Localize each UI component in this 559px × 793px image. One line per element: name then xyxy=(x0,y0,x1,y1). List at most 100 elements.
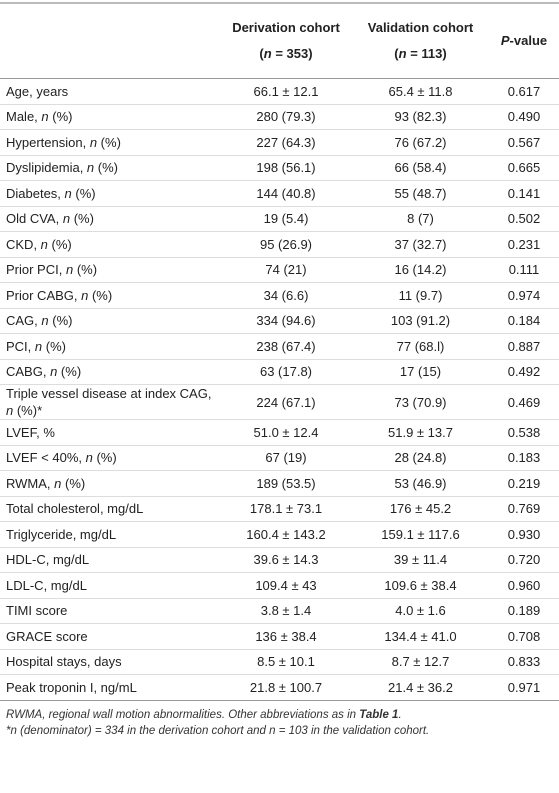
row-label: Hospital stays, days xyxy=(0,649,220,675)
cell: 0.469 xyxy=(489,384,559,420)
text: CAG, xyxy=(6,313,42,329)
cell: 0.502 xyxy=(489,206,559,232)
row-label: Total cholesterol, mg/dL xyxy=(0,496,220,522)
cell: 0.492 xyxy=(489,359,559,385)
text: Male, xyxy=(6,109,42,125)
table-row: Age, years 66.1 ± 12.1 65.4 ± 11.8 0.617 xyxy=(0,78,559,105)
cell: 8 (7) xyxy=(352,206,489,232)
text: LVEF, % xyxy=(6,424,55,440)
table-row: Prior PCI, n (%) 74 (21) 16 (14.2) 0.111 xyxy=(0,257,559,283)
text: CABG, xyxy=(6,364,51,380)
text: = 113) xyxy=(406,46,447,61)
table-row: GRACE score 136 ± 38.4 134.4 ± 41.0 0.708 xyxy=(0,623,559,650)
row-label: Age, years xyxy=(0,78,220,105)
text: . xyxy=(398,708,402,721)
cell: 4.0 ± 1.6 xyxy=(352,598,489,624)
text: LDL-C, mg/dL xyxy=(6,577,87,593)
cell: 53 (46.9) xyxy=(352,470,489,497)
text: (%) xyxy=(71,185,96,201)
bold-text: Table 1 xyxy=(359,708,399,721)
cell: 0.183 xyxy=(489,445,559,471)
cell: 0.567 xyxy=(489,129,559,156)
row-label: Triple vessel disease at index CAG, n (%… xyxy=(0,384,220,420)
italic-text: n xyxy=(40,236,48,252)
cell: 73 (70.9) xyxy=(352,384,489,420)
text: Triglyceride, mg/dL xyxy=(6,526,117,542)
table-row: TIMI score 3.8 ± 1.4 4.0 ± 1.6 0.189 xyxy=(0,598,559,624)
table-row: Triglyceride, mg/dL 160.4 ± 143.2 159.1 ± … xyxy=(0,521,559,548)
italic-text: n xyxy=(269,724,276,737)
text: Total cholesterol, mg/dL xyxy=(6,501,144,517)
cell: 28 (24.8) xyxy=(352,445,489,471)
text: (%) xyxy=(48,313,73,329)
cell: 21.8 ± 100.7 xyxy=(220,674,352,701)
text: * xyxy=(6,724,11,737)
cell: 0.930 xyxy=(489,521,559,548)
cell: 0.887 xyxy=(489,333,559,360)
row-label: CABG, n (%) xyxy=(0,359,220,385)
text: (%) xyxy=(73,262,98,278)
cell: 0.720 xyxy=(489,547,559,573)
cell: 51.9 ± 13.7 xyxy=(352,419,489,446)
header-line: (n = 353) xyxy=(221,41,351,67)
footnote: *n (denominator) = 334 in the derivation… xyxy=(6,723,553,739)
text: Triple vessel disease at index CAG, xyxy=(6,386,212,401)
text: GRACE score xyxy=(6,628,88,644)
header-row: Derivation cohort (n = 353) Validation coh… xyxy=(0,3,559,79)
cell: 39.6 ± 14.3 xyxy=(220,547,352,573)
text: (%) xyxy=(48,109,73,125)
text: (%) xyxy=(70,211,94,227)
table-row: CKD, n (%) 95 (26.9) 37 (32.7) 0.231 xyxy=(0,231,559,258)
cell: 224 (67.1) xyxy=(220,384,352,420)
cell: 134.4 ± 41.0 xyxy=(352,623,489,650)
italic-text: n xyxy=(41,313,49,329)
table-row: Hypertension, n (%) 227 (64.3) 76 (67.2) 0.… xyxy=(0,129,559,156)
text: (%) xyxy=(42,338,66,354)
text: ( xyxy=(259,46,264,61)
cell: 21.4 ± 36.2 xyxy=(352,674,489,701)
cell: 198 (56.1) xyxy=(220,155,352,181)
italic-text: n xyxy=(65,262,74,278)
row-label: PCI, n (%) xyxy=(0,333,220,360)
italic-text: n xyxy=(81,287,89,303)
table-row: Total cholesterol, mg/dL 178.1 ± 73.1 176 … xyxy=(0,496,559,522)
cell: 67 (19) xyxy=(220,445,352,471)
data-table: Derivation cohort (n = 353) Validation coh… xyxy=(0,2,559,701)
text: (%) xyxy=(92,450,117,466)
italic-text: P xyxy=(500,33,510,48)
italic-text: n xyxy=(50,364,58,380)
cell: 74 (21) xyxy=(220,257,352,283)
cell: 109.4 ± 43 xyxy=(220,572,352,599)
column-header: Derivation cohort (n = 353) xyxy=(220,3,352,79)
cell: 66 (58.4) xyxy=(352,155,489,181)
cell: 51.0 ± 12.4 xyxy=(220,419,352,446)
table-row: Dyslipidemia, n (%) 198 (56.1) 66 (58.4) 0.… xyxy=(0,155,559,181)
text: Hypertension, xyxy=(6,134,90,150)
table-row: Triple vessel disease at index CAG, n (%… xyxy=(0,384,559,420)
cell: 34 (6.6) xyxy=(220,282,352,309)
footnote: RWMA, regional wall motion abnormalities… xyxy=(6,707,553,723)
row-label: Hypertension, n (%) xyxy=(0,129,220,156)
table-row: CABG, n (%) 63 (17.8) 17 (15) 0.492 xyxy=(0,359,559,385)
text: Peak troponin I, ng/mL xyxy=(6,679,137,695)
table-row: PCI, n (%) 238 (67.4) 77 (68.l) 0.887 xyxy=(0,333,559,360)
text: PCI, xyxy=(6,338,35,354)
cell: 238 (67.4) xyxy=(220,333,352,360)
text: = 103 in the validation cohort. xyxy=(275,724,430,737)
table-row: CAG, n (%) 334 (94.6) 103 (91.2) 0.184 xyxy=(0,308,559,334)
cell: 0.538 xyxy=(489,419,559,446)
header-line: (n = 113) xyxy=(353,41,488,67)
cell: 0.231 xyxy=(489,231,559,258)
italic-text: n xyxy=(64,185,72,201)
cell: 280 (79.3) xyxy=(220,104,352,130)
cell: 17 (15) xyxy=(352,359,489,385)
row-label: RWMA, n (%) xyxy=(0,470,220,497)
text: RWMA, xyxy=(6,475,55,491)
table-container: Derivation cohort (n = 353) Validation coh… xyxy=(0,2,559,739)
table-row: Diabetes, n (%) 144 (40.8) 55 (48.7) 0.141 xyxy=(0,180,559,207)
text: (%) xyxy=(88,287,113,303)
cell: 144 (40.8) xyxy=(220,180,352,207)
italic-text: n xyxy=(62,211,71,227)
table-row: LDL-C, mg/dL 109.4 ± 43 109.6 ± 38.4 0.960 xyxy=(0,572,559,599)
text: CKD, xyxy=(6,236,41,252)
